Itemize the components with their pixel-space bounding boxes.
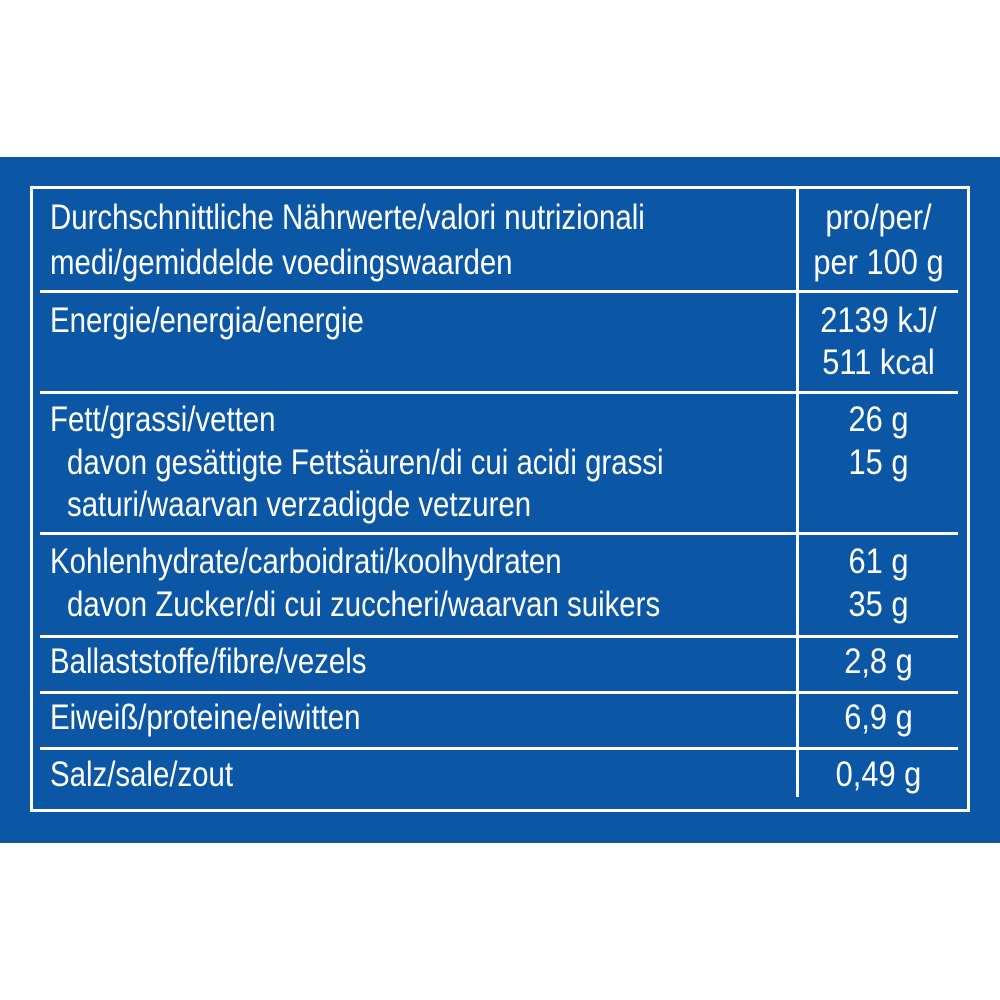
row-divider	[40, 532, 958, 535]
row-label: davon Zucker/di cui zuccheri/waarvan sui…	[67, 585, 661, 624]
row-value: 2139 kJ/	[820, 301, 937, 340]
row-divider	[40, 290, 958, 293]
row-divider	[40, 635, 958, 638]
row-value: 6,9 g	[844, 698, 913, 737]
row-label: Fett/grassi/vetten	[50, 400, 276, 439]
row-label: saturi/waarvan verzadigde vetzuren	[67, 485, 532, 524]
nutrition-table-border	[30, 186, 970, 812]
row-value: 2,8 g	[844, 642, 913, 681]
header-label: Durchschnittliche Nährwerte/valori nutri…	[50, 198, 645, 237]
row-label: Kohlenhydrate/carboidrati/koolhydraten	[50, 542, 562, 581]
row-value: 35 g	[848, 585, 909, 624]
row-label: Eiweiß/proteine/eiwitten	[50, 698, 361, 737]
row-value: 15 g	[848, 443, 909, 482]
row-label: Ballaststoffe/fibre/vezels	[50, 642, 367, 681]
row-divider	[40, 691, 958, 694]
row-value: 26 g	[848, 400, 909, 439]
row-label: Energie/energia/energie	[50, 301, 364, 340]
row-value: 511 kcal	[822, 343, 935, 382]
row-label: davon gesättigte Fettsäuren/di cui acidi…	[67, 443, 664, 482]
header-unit: pro/per/	[825, 198, 932, 237]
row-divider	[40, 747, 958, 750]
column-divider	[796, 189, 799, 797]
header-unit: per 100 g	[813, 243, 944, 282]
row-value: 61 g	[848, 542, 909, 581]
header-label: medi/gemiddelde voedingswaarden	[50, 243, 513, 282]
row-label: Salz/sale/zout	[50, 755, 234, 794]
row-value: 0,49 g	[835, 755, 922, 794]
blue-background	[0, 157, 1000, 843]
row-divider	[40, 391, 958, 394]
